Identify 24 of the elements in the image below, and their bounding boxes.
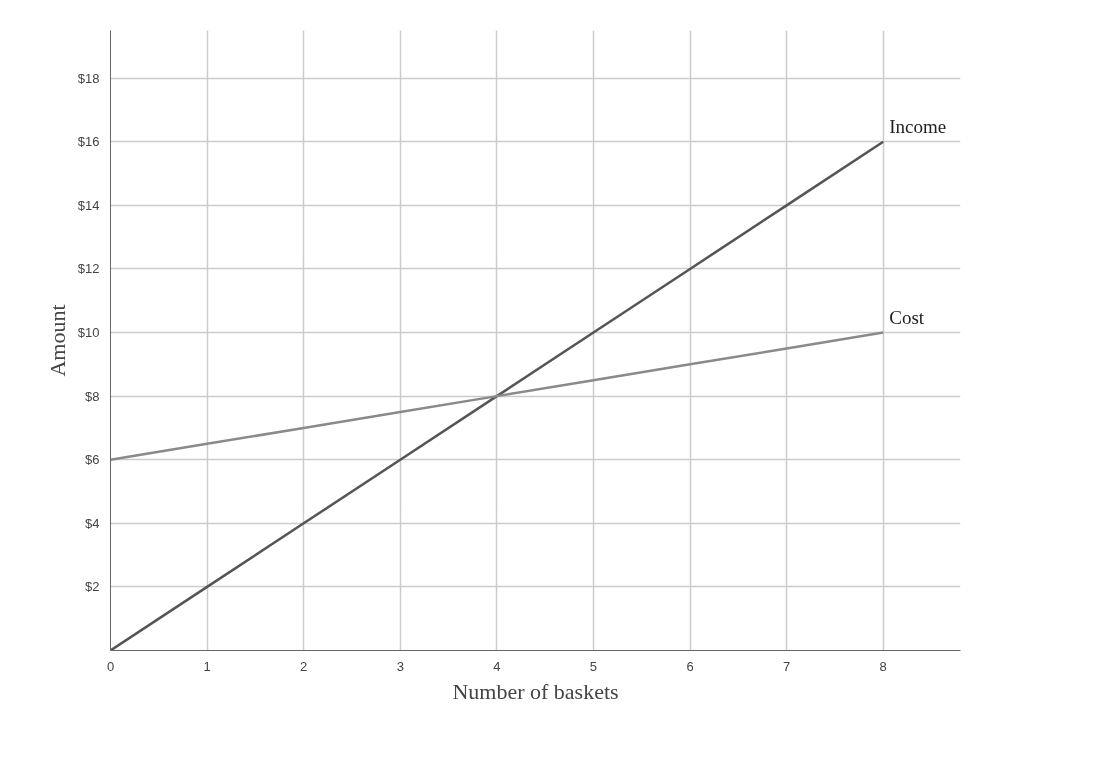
x-tick-label: 3: [396, 658, 404, 674]
x-tick-label: 2: [300, 658, 308, 674]
line-series: [110, 331, 885, 461]
y-tick-label: $8: [85, 388, 100, 404]
series-label: Income: [889, 115, 947, 137]
y-axis-title: Amount: [44, 304, 70, 377]
y-tick-label: $18: [77, 70, 100, 86]
x-tick-label: 0: [106, 658, 115, 674]
x-tick-label: 1: [203, 658, 211, 674]
y-tick-label: $14: [77, 197, 100, 213]
x-tick-label: 6: [686, 658, 694, 674]
y-tick-label: $6: [85, 452, 100, 468]
y-tick-label: $12: [77, 261, 100, 277]
x-tick-label: 7: [783, 658, 791, 674]
y-tick-label: $10: [77, 325, 100, 341]
x-tick-label: 8: [879, 658, 887, 674]
line-series: [110, 140, 885, 651]
x-tick-label: 4: [493, 658, 501, 674]
series-label: Cost: [889, 306, 925, 328]
x-axis-title: Number of baskets: [452, 678, 619, 704]
y-tick-label: $4: [85, 515, 100, 531]
y-tick-label: $16: [77, 134, 100, 150]
y-tick-label: $2: [85, 579, 100, 595]
x-tick-label: 5: [589, 658, 598, 674]
